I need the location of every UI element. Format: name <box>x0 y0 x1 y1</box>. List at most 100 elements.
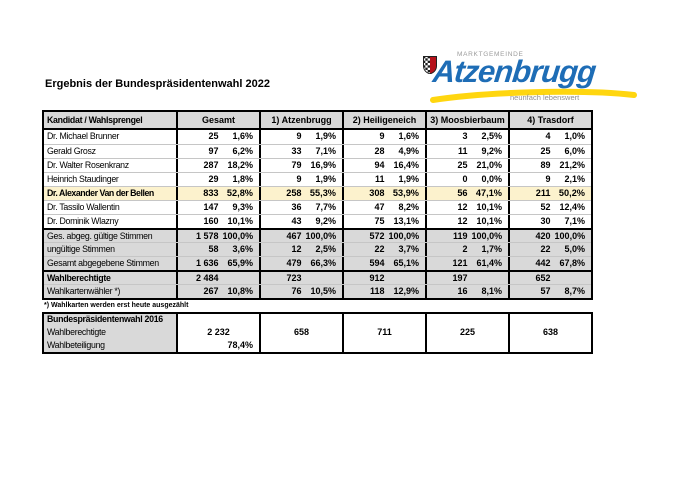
vote-percent: 67,8% <box>559 258 585 268</box>
vote-count: 2 484 <box>196 273 219 283</box>
cell-atzenbrugg: 33 7,1% <box>259 145 342 158</box>
vote-percent <box>306 272 342 284</box>
vote-percent: 52,8% <box>226 188 253 198</box>
candidate-name: Dr. Michael Brunner <box>47 131 120 141</box>
vote-percent: 16,9% <box>310 160 336 170</box>
vote-percent: 1,6% <box>398 131 419 141</box>
vote-count: 3 <box>462 131 468 141</box>
empty-cell <box>259 339 342 352</box>
vote-count: 211 <box>535 188 551 198</box>
vote-percent: 8,1% <box>481 286 502 296</box>
cell-heiligeneich: 28 4,9% <box>342 145 425 158</box>
vote-count: 119 <box>453 231 468 241</box>
vote-count: 52 <box>540 202 551 212</box>
cell-heiligeneich: 711 <box>342 326 425 339</box>
table-2016-row-eligible-voters: Wahlberechtigte 2 232 658 711 225 638 <box>44 326 591 339</box>
cell-gesamt: 2 484 <box>176 272 259 284</box>
vote-percent: 65,1% <box>393 258 419 268</box>
cell-atzenbrugg: 9 1,9% <box>259 130 342 144</box>
cell-trasdorf: 442 67,8% <box>508 257 591 270</box>
logo-tagline: neunfach lebenswert <box>510 93 580 102</box>
cell-heiligeneich: 9 1,6% <box>342 130 425 144</box>
vote-percent: 1,9% <box>315 131 336 141</box>
header-gesamt: Gesamt <box>176 112 259 128</box>
vote-count: 75 <box>374 216 385 226</box>
cell-heiligeneich: 75 13,1% <box>342 215 425 228</box>
coat-of-arms-icon <box>423 56 437 74</box>
vote-count: 9 <box>545 174 551 184</box>
vote-count: 2 <box>462 244 468 254</box>
cell-moosbierbaum: 121 61,4% <box>425 257 508 270</box>
vote-count: 287 <box>203 160 219 170</box>
vote-percent: 8,2% <box>398 202 419 212</box>
table-row-total-cast-votes: Gesamt abgegebene Stimmen 1 636 65,9% 479… <box>44 256 591 270</box>
vote-percent: 1,9% <box>398 174 419 184</box>
row-label: ungültige Stimmen <box>47 244 115 254</box>
vote-percent: 100,0% <box>554 231 586 241</box>
vote-count: 36 <box>291 202 302 212</box>
empty-cell <box>508 339 591 352</box>
vote-count: 467 <box>286 231 302 241</box>
cell-trasdorf: 57 8,7% <box>508 285 591 298</box>
vote-count: 25 <box>540 146 551 156</box>
postal-votes-footnote: *) Wahlkarten werden erst heute ausgezäh… <box>44 302 189 309</box>
cell-moosbierbaum: 3 2,5% <box>425 130 508 144</box>
vote-count: 12 <box>457 216 468 226</box>
vote-count: 147 <box>203 202 219 212</box>
vote-count: 723 <box>286 273 302 283</box>
vote-percent: 10,1% <box>227 216 253 226</box>
table-row-postal-voters: Wahlkartenwähler *) 267 10,8% 76 10,5% 118… <box>44 284 591 298</box>
cell-trasdorf: 420 100,0% <box>508 230 591 242</box>
cell-gesamt: 2 232 <box>176 326 259 339</box>
cell-trasdorf: 89 21,2% <box>508 159 591 172</box>
vote-percent: 100,0% <box>222 231 254 241</box>
vote-percent: 10,5% <box>310 286 336 296</box>
vote-count: 33 <box>291 146 302 156</box>
table-row-staudinger: Heinrich Staudinger 29 1,8% 9 1,9% 11 1,9% … <box>44 172 591 186</box>
table-2016-row-turnout: Wahlbeteiligung 78,4% <box>44 339 591 352</box>
logo-org-type: MARKTGEMEINDE <box>457 51 524 58</box>
vote-count: 594 <box>369 258 385 268</box>
cell-heiligeneich: 912 <box>342 272 425 284</box>
cell-atzenbrugg: 36 7,7% <box>259 201 342 214</box>
vote-percent: 10,8% <box>227 286 253 296</box>
vote-count: 267 <box>203 286 219 296</box>
table-row-van-der-bellen-winner: Dr. Alexander Van der Bellen 833 52,8% 25… <box>44 186 591 200</box>
header-heiligeneich: 2) Heiligeneich <box>342 112 425 128</box>
vote-count: 1 578 <box>196 231 219 241</box>
vote-count: 56 <box>457 188 468 198</box>
cell-gesamt: 287 18,2% <box>176 159 259 172</box>
vote-percent: 7,7% <box>315 202 336 212</box>
vote-percent: 12,4% <box>559 202 585 212</box>
vote-percent: 66,3% <box>310 258 336 268</box>
row-label: Wahlkartenwähler *) <box>47 286 121 296</box>
turnout-percent: 78,4% <box>227 340 253 350</box>
page-title: Ergebnis der Bundespräsidentenwahl 2022 <box>45 78 270 90</box>
vote-count: 11 <box>375 174 385 184</box>
cell-moosbierbaum: 16 8,1% <box>425 285 508 298</box>
vote-percent: 10,1% <box>476 202 502 212</box>
candidate-name: Heinrich Staudinger <box>47 174 119 184</box>
vote-count: 420 <box>535 231 551 241</box>
vote-count: 94 <box>374 160 385 170</box>
table-row-valid-votes: Ges. abgeg. gültige Stimmen 1 578 100,0% … <box>44 228 591 242</box>
vote-count: 0 <box>462 174 468 184</box>
results-table-2016: Bundespräsidentenwahl 2016 Wahlberechtig… <box>42 312 593 354</box>
cell-heiligeneich: 572 100,0% <box>342 230 425 242</box>
results-table-2022: Kandidat / Wahlsprengel Gesamt 1) Atzenb… <box>42 110 593 300</box>
table-2016-title-row: Bundespräsidentenwahl 2016 <box>44 314 591 326</box>
table-2016-title: Bundespräsidentenwahl 2016 <box>44 314 176 326</box>
table-row-wallentin: Dr. Tassilo Wallentin 147 9,3% 36 7,7% 47 8… <box>44 200 591 214</box>
vote-count: 308 <box>369 188 385 198</box>
header-kandidat: Kandidat / Wahlsprengel <box>47 115 143 125</box>
cell-moosbierbaum: 25 21,0% <box>425 159 508 172</box>
candidate-name: Gerald Grosz <box>47 146 96 156</box>
vote-count: 22 <box>374 244 385 254</box>
table-row-wlazny: Dr. Dominik Wlazny 160 10,1% 43 9,2% 75 13,… <box>44 214 591 228</box>
vote-percent: 13,1% <box>393 216 419 226</box>
cell-moosbierbaum: 0 0,0% <box>425 173 508 186</box>
vote-percent: 12,9% <box>393 286 419 296</box>
vote-percent: 1,8% <box>232 174 253 184</box>
spacer <box>178 339 223 352</box>
vote-percent: 7,1% <box>315 146 336 156</box>
